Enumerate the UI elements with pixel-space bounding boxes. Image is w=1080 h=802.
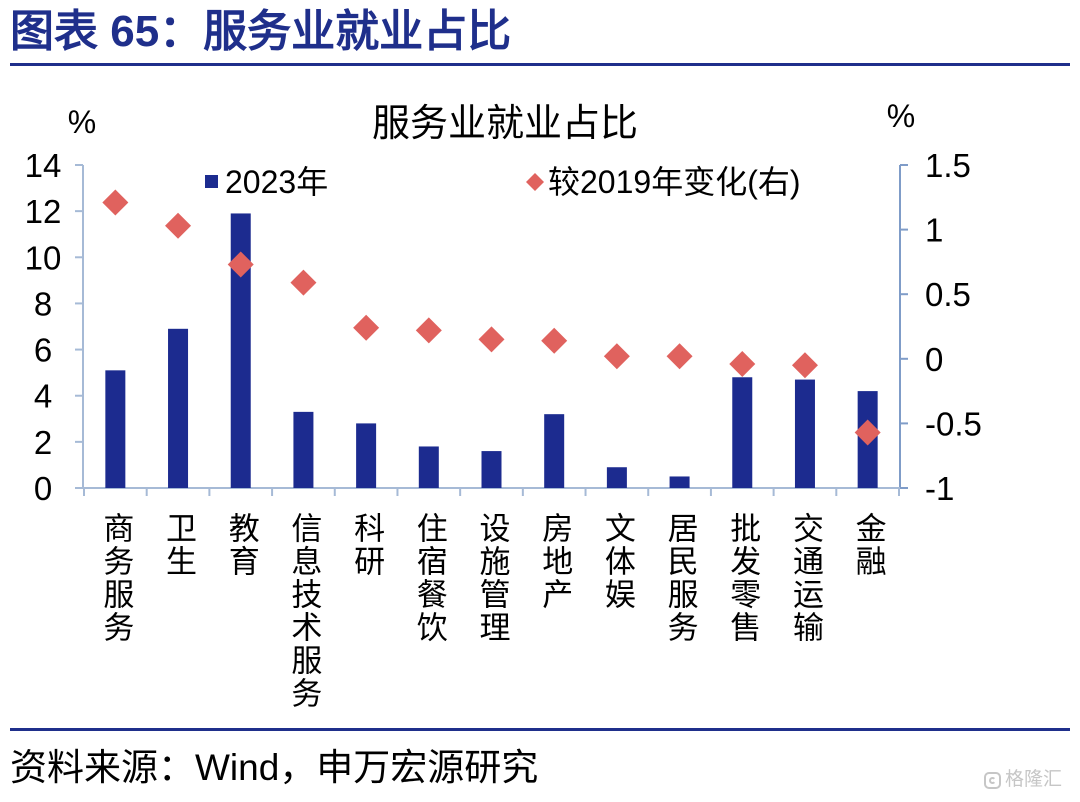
diamond-point-3 [227, 251, 254, 278]
diamond-point-8 [541, 327, 568, 354]
bar-12 [794, 379, 815, 488]
legend-swatch-diamond [526, 173, 544, 191]
category-label: 教育 [223, 512, 259, 578]
diamond-point-6 [415, 317, 442, 344]
footer-rule [10, 728, 1070, 731]
legend-swatch-bar [205, 175, 218, 188]
left-axis-unit: % [68, 104, 96, 140]
diamond-point-5 [353, 314, 380, 341]
category-label: 文体娱 [599, 512, 635, 611]
category-label: 商务服务 [98, 512, 134, 644]
bar-3 [230, 213, 251, 488]
header-rule [10, 63, 1070, 66]
category-label: 金融 [850, 512, 886, 578]
diamond-point-4 [290, 269, 317, 296]
category-label: 房地产 [537, 512, 573, 611]
axis-ticks: 0 2 4 6 8 10 12 14 -1 -0.5 0 0.5 1 1.5 [25, 147, 982, 507]
figure-title: 图表 65：服务业就业占比 [10, 7, 512, 56]
left-tick-label: 4 [34, 378, 52, 415]
bar-series [105, 213, 878, 488]
category-label: 交通运输 [787, 512, 823, 644]
right-tick-label: 0.5 [925, 276, 971, 313]
chart-title: 服务业就业占比 [372, 103, 638, 145]
left-tick-label: 14 [25, 147, 62, 184]
category-labels: 商务服务 卫生 教育 信息技术服务 科研 住宿餐饮 设施管理 房地产 文体娱 居民服务 批发零售 交通… [98, 512, 886, 710]
diamond-point-10 [666, 343, 693, 370]
right-tick-label: 1 [925, 212, 943, 249]
left-tick-label: 12 [25, 193, 62, 230]
bar-2 [168, 328, 189, 488]
diamond-point-1 [102, 189, 129, 216]
watermark-logo-icon [984, 771, 1001, 789]
right-tick-label: 1.5 [925, 147, 971, 184]
category-label: 科研 [349, 512, 385, 578]
legend-label-diamond: 较2019年变化(右) [548, 164, 801, 200]
bar-5 [356, 423, 377, 488]
category-label: 居民服务 [662, 512, 698, 644]
left-tick-label: 6 [34, 332, 52, 369]
diamond-point-11 [729, 350, 756, 377]
category-label: 住宿餐饮 [411, 512, 447, 644]
category-label: 设施管理 [474, 512, 510, 644]
bar-10 [669, 476, 690, 488]
category-label: 卫生 [161, 512, 197, 578]
bar-1 [105, 370, 126, 488]
diamond-series [102, 189, 881, 446]
right-axis-unit: % [887, 98, 915, 134]
watermark-text: 格隆汇 [1005, 769, 1063, 790]
left-tick-label: 0 [34, 470, 52, 507]
bar-4 [293, 411, 314, 488]
right-tick-label: -0.5 [925, 405, 982, 442]
right-tick-label: -1 [925, 470, 954, 507]
bar-9 [606, 467, 627, 488]
bar-11 [732, 377, 753, 488]
diamond-point-12 [791, 352, 818, 379]
diamond-point-7 [478, 326, 505, 353]
legend: 2023年 较2019年变化(右) [205, 164, 801, 200]
right-tick-label: 0 [925, 341, 943, 378]
diamond-point-13 [854, 419, 881, 446]
diamond-point-2 [165, 212, 192, 239]
left-tick-label: 8 [34, 285, 52, 322]
source-note: 资料来源：Wind，申万宏源研究 [10, 747, 539, 788]
bar-6 [418, 446, 439, 488]
category-label: 信息技术服务 [286, 512, 322, 710]
bar-7 [481, 451, 502, 488]
category-label: 批发零售 [725, 512, 761, 644]
legend-label-bar: 2023年 [225, 164, 328, 200]
diamond-point-9 [603, 343, 630, 370]
left-tick-label: 2 [34, 424, 52, 461]
left-tick-label: 10 [25, 239, 62, 276]
watermark: 格隆汇 [984, 768, 1062, 792]
chart: 服务业就业占比 % % 2023年 较2019年变化(右) 0246810121… [25, 98, 982, 507]
bar-8 [544, 414, 565, 488]
